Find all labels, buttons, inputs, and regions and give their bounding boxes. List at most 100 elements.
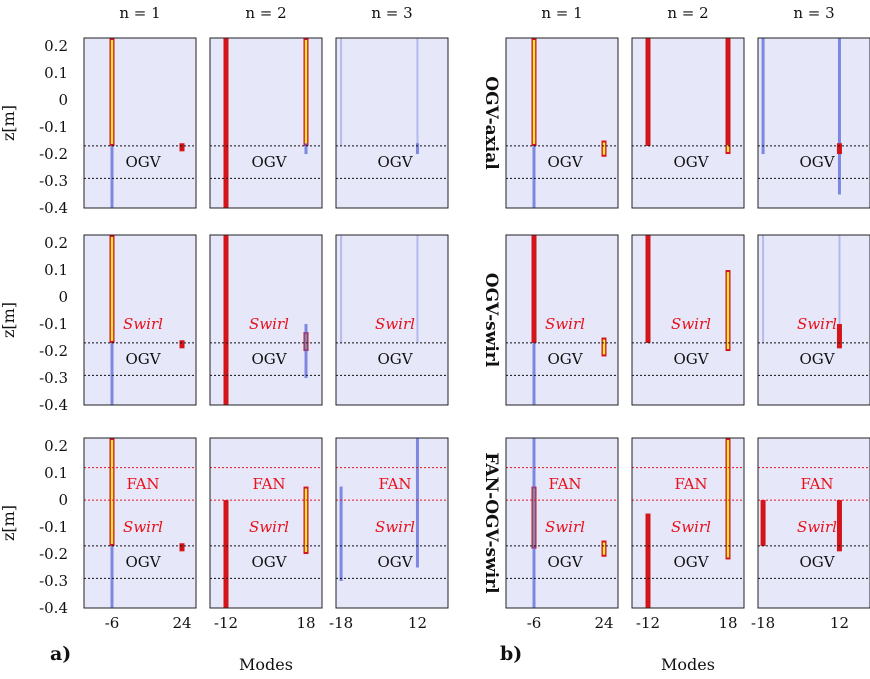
mode-core — [726, 145, 730, 153]
fan-annotation: FAN — [252, 475, 285, 493]
panel-border — [335, 37, 449, 209]
x-axis-label-a: Modes — [239, 655, 293, 674]
ogv-annotation: OGV — [377, 153, 413, 171]
y-tick-label: -0.2 — [39, 145, 68, 163]
mode-streak — [179, 543, 185, 552]
panel-border — [631, 437, 745, 609]
panel-background — [336, 438, 448, 608]
mode-core — [726, 272, 730, 350]
mode-streak — [304, 324, 308, 379]
mode-streak — [223, 38, 229, 208]
y-tick-label: 0.2 — [44, 234, 68, 252]
ogv-annotation: OGV — [547, 153, 583, 171]
fan-annotation: FAN — [674, 475, 707, 493]
y-tick-label: -0.1 — [39, 118, 68, 136]
mode-core — [602, 142, 606, 155]
mode-streak — [223, 235, 229, 405]
y-tick-label: -0.1 — [39, 315, 68, 333]
x-tick-label: 24 — [594, 614, 613, 632]
mode-streak — [223, 500, 229, 608]
swirl-annotation: Swirl — [671, 518, 711, 536]
y-tick-label: 0.1 — [44, 64, 68, 82]
panel-background — [84, 38, 196, 208]
panel-border — [505, 37, 619, 209]
ogv-annotation: OGV — [125, 350, 161, 368]
x-tick-label: 12 — [408, 614, 427, 632]
panel-background — [506, 438, 618, 608]
swirl-annotation: Swirl — [375, 518, 415, 536]
y-tick-label: -0.4 — [39, 199, 68, 217]
mode-streak — [415, 143, 419, 155]
panel-background — [632, 438, 744, 608]
panel-border — [83, 234, 197, 406]
panel-background — [210, 38, 322, 208]
swirl-annotation: Swirl — [375, 315, 415, 333]
y-tick-label: -0.2 — [39, 342, 68, 360]
ogv-annotation: OGV — [673, 350, 709, 368]
panel-border — [209, 37, 323, 209]
y-axis-label: z[m] — [0, 105, 18, 141]
ogv-annotation: OGV — [799, 153, 835, 171]
panel-background — [632, 235, 744, 405]
mode-streak — [304, 143, 308, 155]
mode-core — [110, 40, 114, 144]
col-title: n = 1 — [541, 4, 582, 22]
ogv-annotation: OGV — [547, 553, 583, 571]
row-label: OGV-axial — [481, 76, 501, 170]
fan-annotation: FAN — [548, 475, 581, 493]
ogv-annotation: OGV — [125, 553, 161, 571]
panel-background — [210, 235, 322, 405]
mode-streak — [761, 38, 765, 155]
mode-streak — [416, 38, 419, 146]
panel-border — [209, 234, 323, 406]
y-tick-label: 0 — [58, 288, 68, 306]
mode-streak — [532, 145, 536, 208]
mode-streak — [415, 438, 419, 568]
mode-streak — [837, 38, 841, 195]
swirl-annotation: Swirl — [123, 315, 163, 333]
mode-core — [110, 440, 114, 544]
y-tick-label: 0 — [58, 491, 68, 509]
panel-border — [757, 437, 870, 609]
panel-border — [505, 234, 619, 406]
row-label: OGV-swirl — [481, 273, 501, 368]
mode-streak — [836, 143, 842, 155]
swirl-annotation: Swirl — [123, 518, 163, 536]
mode-streak — [725, 38, 731, 146]
ogv-annotation: OGV — [251, 350, 287, 368]
y-axis-label: z[m] — [0, 302, 18, 338]
col-title: n = 1 — [119, 4, 160, 22]
panel-background — [632, 38, 744, 208]
swirl-annotation: Swirl — [545, 315, 585, 333]
panel-background — [84, 235, 196, 405]
y-tick-label: -0.3 — [39, 172, 68, 190]
panel-border — [209, 437, 323, 609]
col-title: n = 3 — [371, 4, 412, 22]
fan-annotation: FAN — [378, 475, 411, 493]
panel-border — [335, 234, 449, 406]
col-title: n = 2 — [667, 4, 708, 22]
mode-streak — [532, 342, 536, 405]
col-title: n = 3 — [793, 4, 834, 22]
x-tick-label: -6 — [105, 614, 120, 632]
mode-streak — [762, 235, 765, 343]
x-tick-label: 18 — [296, 614, 315, 632]
y-tick-label: 0 — [58, 91, 68, 109]
panel-border — [83, 437, 197, 609]
row-label: FAN-OGV-swirl — [481, 452, 501, 594]
panel-border — [335, 437, 449, 609]
ogv-annotation: OGV — [251, 553, 287, 571]
panel-background — [506, 235, 618, 405]
ogv-annotation: OGV — [125, 153, 161, 171]
mode-core — [726, 440, 730, 558]
ogv-annotation: OGV — [547, 350, 583, 368]
mode-streak — [836, 500, 842, 552]
mode-core — [602, 339, 606, 355]
y-tick-label: -0.4 — [39, 396, 68, 414]
x-axis-label-b: Modes — [661, 655, 715, 674]
ogv-annotation: OGV — [799, 553, 835, 571]
mode-streak — [645, 235, 651, 343]
ogv-annotation: OGV — [799, 350, 835, 368]
panel-border — [631, 234, 745, 406]
